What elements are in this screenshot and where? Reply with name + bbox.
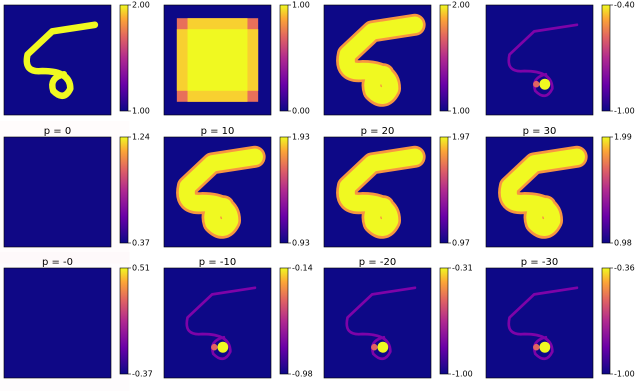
colorbar-tick-label: 1.00: [292, 1, 310, 10]
panel-title: p = -20: [359, 257, 396, 268]
image-content: [507, 23, 579, 98]
colorbar-tick-label: 0.93: [292, 239, 310, 248]
image-content: [23, 21, 99, 100]
image-shape: [217, 341, 229, 353]
image-shape: [533, 343, 540, 351]
colorbar-tick-label: 1.24: [132, 133, 150, 142]
colorbar: [439, 267, 449, 375]
colorbar: [439, 136, 449, 244]
colorbar-tick-label: -1.00: [614, 107, 635, 116]
colorbar: [601, 4, 611, 112]
colorbar: [279, 267, 289, 375]
image-shape: [23, 21, 99, 100]
colorbar-tick-label: 1.00: [132, 107, 150, 116]
image-content: [15, 275, 107, 371]
image-content: [185, 286, 257, 361]
image-content: [507, 286, 579, 361]
colorbar: [119, 136, 129, 244]
colorbar-tick-label: -0.40: [614, 1, 635, 10]
colorbar: [119, 267, 129, 375]
panel-title: p = 30: [523, 126, 557, 137]
image-content: [498, 145, 588, 239]
colorbar-tick-label: -0.31: [452, 264, 473, 273]
image-shape: [21, 282, 101, 365]
heatmap-image: [485, 4, 594, 116]
image-content: [336, 145, 426, 239]
image-shape: [500, 148, 585, 236]
colorbar: [601, 136, 611, 244]
panel-title: p = 0: [44, 126, 71, 137]
image-shape: [211, 343, 218, 351]
colorbar-tick-label: -1.00: [614, 370, 635, 379]
colorbar-tick-label: -0.36: [614, 264, 635, 273]
panel-title: p = -0: [42, 257, 73, 268]
heatmap-image: [323, 267, 432, 379]
colorbar-tick-label: 0.97: [452, 239, 470, 248]
image-shape: [187, 29, 248, 91]
heatmap-image: [163, 267, 272, 379]
colorbar-tick-label: 2.00: [452, 1, 470, 10]
image-content: [176, 145, 266, 239]
colorbar-tick-label: -1.00: [452, 370, 473, 379]
image-shape: [539, 78, 551, 90]
image-shape: [539, 341, 551, 353]
colorbar: [439, 4, 449, 112]
image-shape: [338, 148, 423, 236]
colorbar: [279, 4, 289, 112]
image-content: [345, 286, 417, 361]
panel-title: p = -10: [199, 257, 236, 268]
colorbar-tick-label: 1.93: [292, 133, 310, 142]
colorbar: [119, 4, 129, 112]
image-content: [15, 144, 107, 240]
image-shape: [371, 343, 378, 351]
colorbar-tick-label: 2.00: [132, 1, 150, 10]
colorbar-tick-label: 0.51: [132, 264, 150, 273]
panel-title: p = -30: [521, 257, 558, 268]
heatmap-image: [3, 4, 112, 116]
colorbar-tick-label: 1.00: [452, 107, 470, 116]
colorbar-tick-label: -0.98: [292, 370, 313, 379]
image-shape: [21, 151, 101, 234]
panel-title: p = 20: [361, 126, 395, 137]
colorbar-tick-label: 0.98: [614, 239, 632, 248]
colorbar-tick-label: 0.37: [132, 239, 150, 248]
colorbar-tick-label: 1.99: [614, 133, 632, 142]
image-content: [176, 18, 259, 102]
colorbar-tick-label: 0.00: [292, 107, 310, 116]
colorbar-tick-label: 1.97: [452, 133, 470, 142]
colorbar-tick-label: -0.37: [132, 370, 153, 379]
image-shape: [338, 16, 423, 104]
image-content: [336, 13, 426, 107]
colorbar-tick-label: -0.14: [292, 264, 313, 273]
image-shape: [377, 341, 389, 353]
heatmap-image: [485, 267, 594, 379]
image-shape: [178, 148, 263, 236]
image-shape: [533, 80, 540, 88]
colorbar: [279, 136, 289, 244]
colorbar: [601, 267, 611, 375]
panel-title: p = 10: [201, 126, 235, 137]
